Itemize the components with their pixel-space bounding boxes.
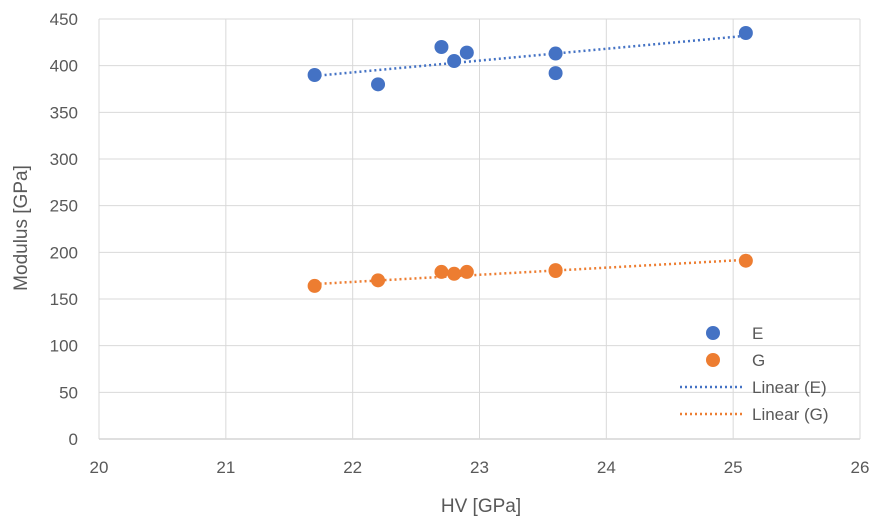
x-tick-label: 24 (597, 458, 616, 477)
y-tick-label: 150 (50, 290, 78, 309)
data-point-e (447, 54, 462, 68)
data-point-e (371, 77, 386, 92)
legend-marker (706, 326, 720, 340)
legend: EG Linear (E) Linear (G) (680, 324, 829, 424)
y-tick-label: 0 (69, 430, 78, 449)
data-points (307, 26, 753, 293)
data-point-g (548, 264, 563, 278)
data-point-e (307, 68, 322, 82)
y-tick-labels: 0 50 100 150 200 250 300 350 400 450 (50, 10, 78, 449)
legend-label: E (752, 324, 763, 343)
y-tick-label: 400 (50, 57, 78, 76)
data-point-e (548, 46, 563, 61)
data-point-g (459, 264, 474, 279)
x-tick-label: 26 (851, 458, 870, 477)
data-point-e (459, 45, 474, 60)
data-point-e (434, 40, 449, 54)
x-axis-title: HV [GPa] (441, 496, 521, 517)
legend-label: Linear (E) (752, 378, 827, 397)
y-tick-label: 100 (50, 337, 78, 356)
x-tick-label: 25 (724, 458, 743, 477)
y-tick-label: 300 (50, 150, 78, 169)
data-point-g (434, 264, 449, 279)
legend-label: G (752, 351, 765, 370)
x-tick-label: 23 (470, 458, 489, 477)
data-point-g (738, 253, 753, 268)
y-tick-label: 50 (59, 383, 78, 402)
legend-label: Linear (G) (752, 405, 829, 424)
grid-lines (98, 18, 861, 440)
y-tick-label: 200 (50, 243, 78, 262)
trendline (314, 258, 746, 286)
data-point-e (738, 26, 753, 40)
data-point-g (447, 266, 462, 281)
x-tick-label: 21 (216, 458, 235, 477)
data-point-g (371, 273, 386, 288)
x-tick-label: 20 (90, 458, 109, 477)
data-point-g (307, 278, 322, 293)
trendlines (314, 34, 746, 286)
y-tick-label: 350 (50, 103, 78, 122)
data-point-e (548, 66, 563, 81)
trendline (314, 34, 746, 78)
x-tick-label: 22 (343, 458, 362, 477)
x-tick-labels: 20 21 22 23 24 25 26 (90, 458, 870, 477)
y-tick-label: 250 (50, 197, 78, 216)
y-tick-label: 450 (50, 10, 78, 29)
legend-marker (706, 353, 720, 367)
y-axis-title: Modulus [GPa] (11, 165, 32, 291)
